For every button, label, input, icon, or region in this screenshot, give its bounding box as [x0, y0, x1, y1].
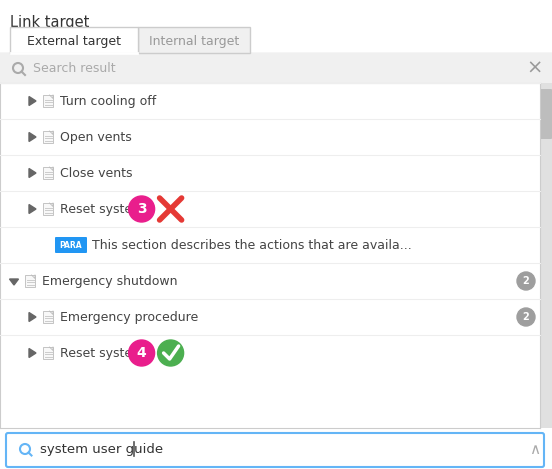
- Text: ×: ×: [527, 59, 543, 77]
- Text: Turn cooling off: Turn cooling off: [60, 94, 156, 107]
- Text: Close vents: Close vents: [60, 166, 132, 180]
- FancyBboxPatch shape: [43, 95, 53, 107]
- FancyBboxPatch shape: [138, 27, 250, 53]
- Text: 2: 2: [523, 312, 529, 322]
- Text: This section describes the actions that are availa...: This section describes the actions that …: [92, 239, 412, 251]
- FancyBboxPatch shape: [540, 89, 552, 139]
- FancyBboxPatch shape: [55, 237, 87, 253]
- Text: PARA: PARA: [60, 241, 82, 250]
- Text: 2: 2: [523, 276, 529, 286]
- Text: Reset system: Reset system: [60, 203, 144, 215]
- FancyBboxPatch shape: [25, 275, 35, 287]
- FancyBboxPatch shape: [540, 83, 552, 428]
- FancyBboxPatch shape: [43, 167, 53, 179]
- Polygon shape: [29, 312, 36, 322]
- FancyBboxPatch shape: [43, 203, 53, 215]
- FancyBboxPatch shape: [6, 433, 544, 467]
- Polygon shape: [29, 97, 36, 106]
- Text: Emergency shutdown: Emergency shutdown: [42, 274, 178, 287]
- Circle shape: [517, 272, 535, 290]
- FancyBboxPatch shape: [43, 311, 53, 323]
- Text: Emergency procedure: Emergency procedure: [60, 310, 198, 324]
- Circle shape: [517, 308, 535, 326]
- FancyBboxPatch shape: [0, 83, 540, 428]
- Circle shape: [129, 340, 155, 366]
- Polygon shape: [9, 279, 19, 285]
- Text: Internal target: Internal target: [149, 35, 239, 47]
- Text: Reset system: Reset system: [60, 347, 144, 360]
- FancyBboxPatch shape: [10, 27, 138, 53]
- Circle shape: [158, 340, 184, 366]
- Text: 3: 3: [137, 202, 146, 216]
- Text: ∧: ∧: [529, 441, 540, 456]
- Circle shape: [129, 196, 155, 222]
- FancyBboxPatch shape: [0, 53, 552, 83]
- Polygon shape: [29, 168, 36, 177]
- Polygon shape: [29, 133, 36, 142]
- Text: Open vents: Open vents: [60, 130, 132, 144]
- Text: 4: 4: [137, 346, 146, 360]
- Polygon shape: [29, 204, 36, 213]
- Text: Link target: Link target: [10, 15, 89, 30]
- Text: Search result: Search result: [33, 61, 115, 75]
- Polygon shape: [29, 348, 36, 357]
- Text: External target: External target: [27, 35, 121, 47]
- FancyBboxPatch shape: [43, 347, 53, 359]
- Text: system user guide: system user guide: [40, 442, 163, 455]
- FancyBboxPatch shape: [43, 131, 53, 143]
